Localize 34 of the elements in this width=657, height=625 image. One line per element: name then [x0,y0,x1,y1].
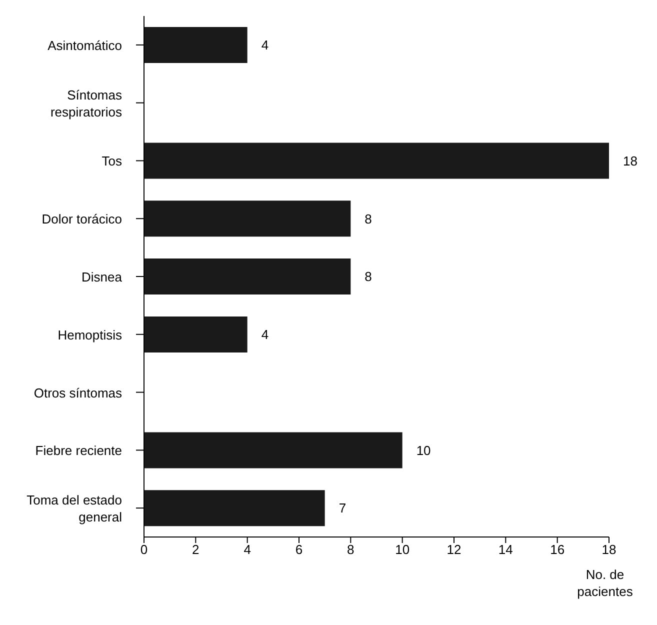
bar [144,490,325,526]
y-tick-label: Asintomático [48,37,122,52]
x-axis-title: No. de pacientes [577,567,634,599]
bar [144,27,248,63]
x-tick-label: 0 [140,542,148,558]
y-tick-label: Síntomas respiratorios [50,86,122,119]
data-label: 7 [338,500,346,516]
y-tick-label: Toma del estado general [26,492,122,524]
bar [144,432,402,468]
data-label: 18 [623,153,638,168]
bar [144,258,351,295]
data-label: 4 [261,327,269,342]
y-tick-label: Disnea [82,269,123,284]
x-tick-label: 6 [295,542,303,558]
y-tick-label: Fiebre reciente [35,442,122,458]
data-label: 8 [364,269,372,284]
y-tick-label: Dolor torácico [42,211,122,226]
x-tick-label: 16 [550,542,565,558]
x-tick-label: 18 [602,542,616,558]
data-label: 4 [261,38,269,53]
x-tick-label: 2 [192,542,200,558]
data-label: 10 [416,442,431,458]
y-tick-label: Otros síntomas [34,384,122,400]
bar [144,142,609,179]
bar [144,316,248,352]
x-tick-label: 12 [446,542,462,558]
data-label: 8 [364,211,372,226]
y-tick-label: Hemoptisis [58,326,122,342]
bar [144,200,351,237]
x-tick-label: 10 [395,542,410,558]
x-tick-label: 4 [244,542,251,558]
x-tick-label: 8 [347,542,354,558]
y-tick-label: Tos [102,153,122,168]
x-tick-label: 14 [498,542,513,558]
